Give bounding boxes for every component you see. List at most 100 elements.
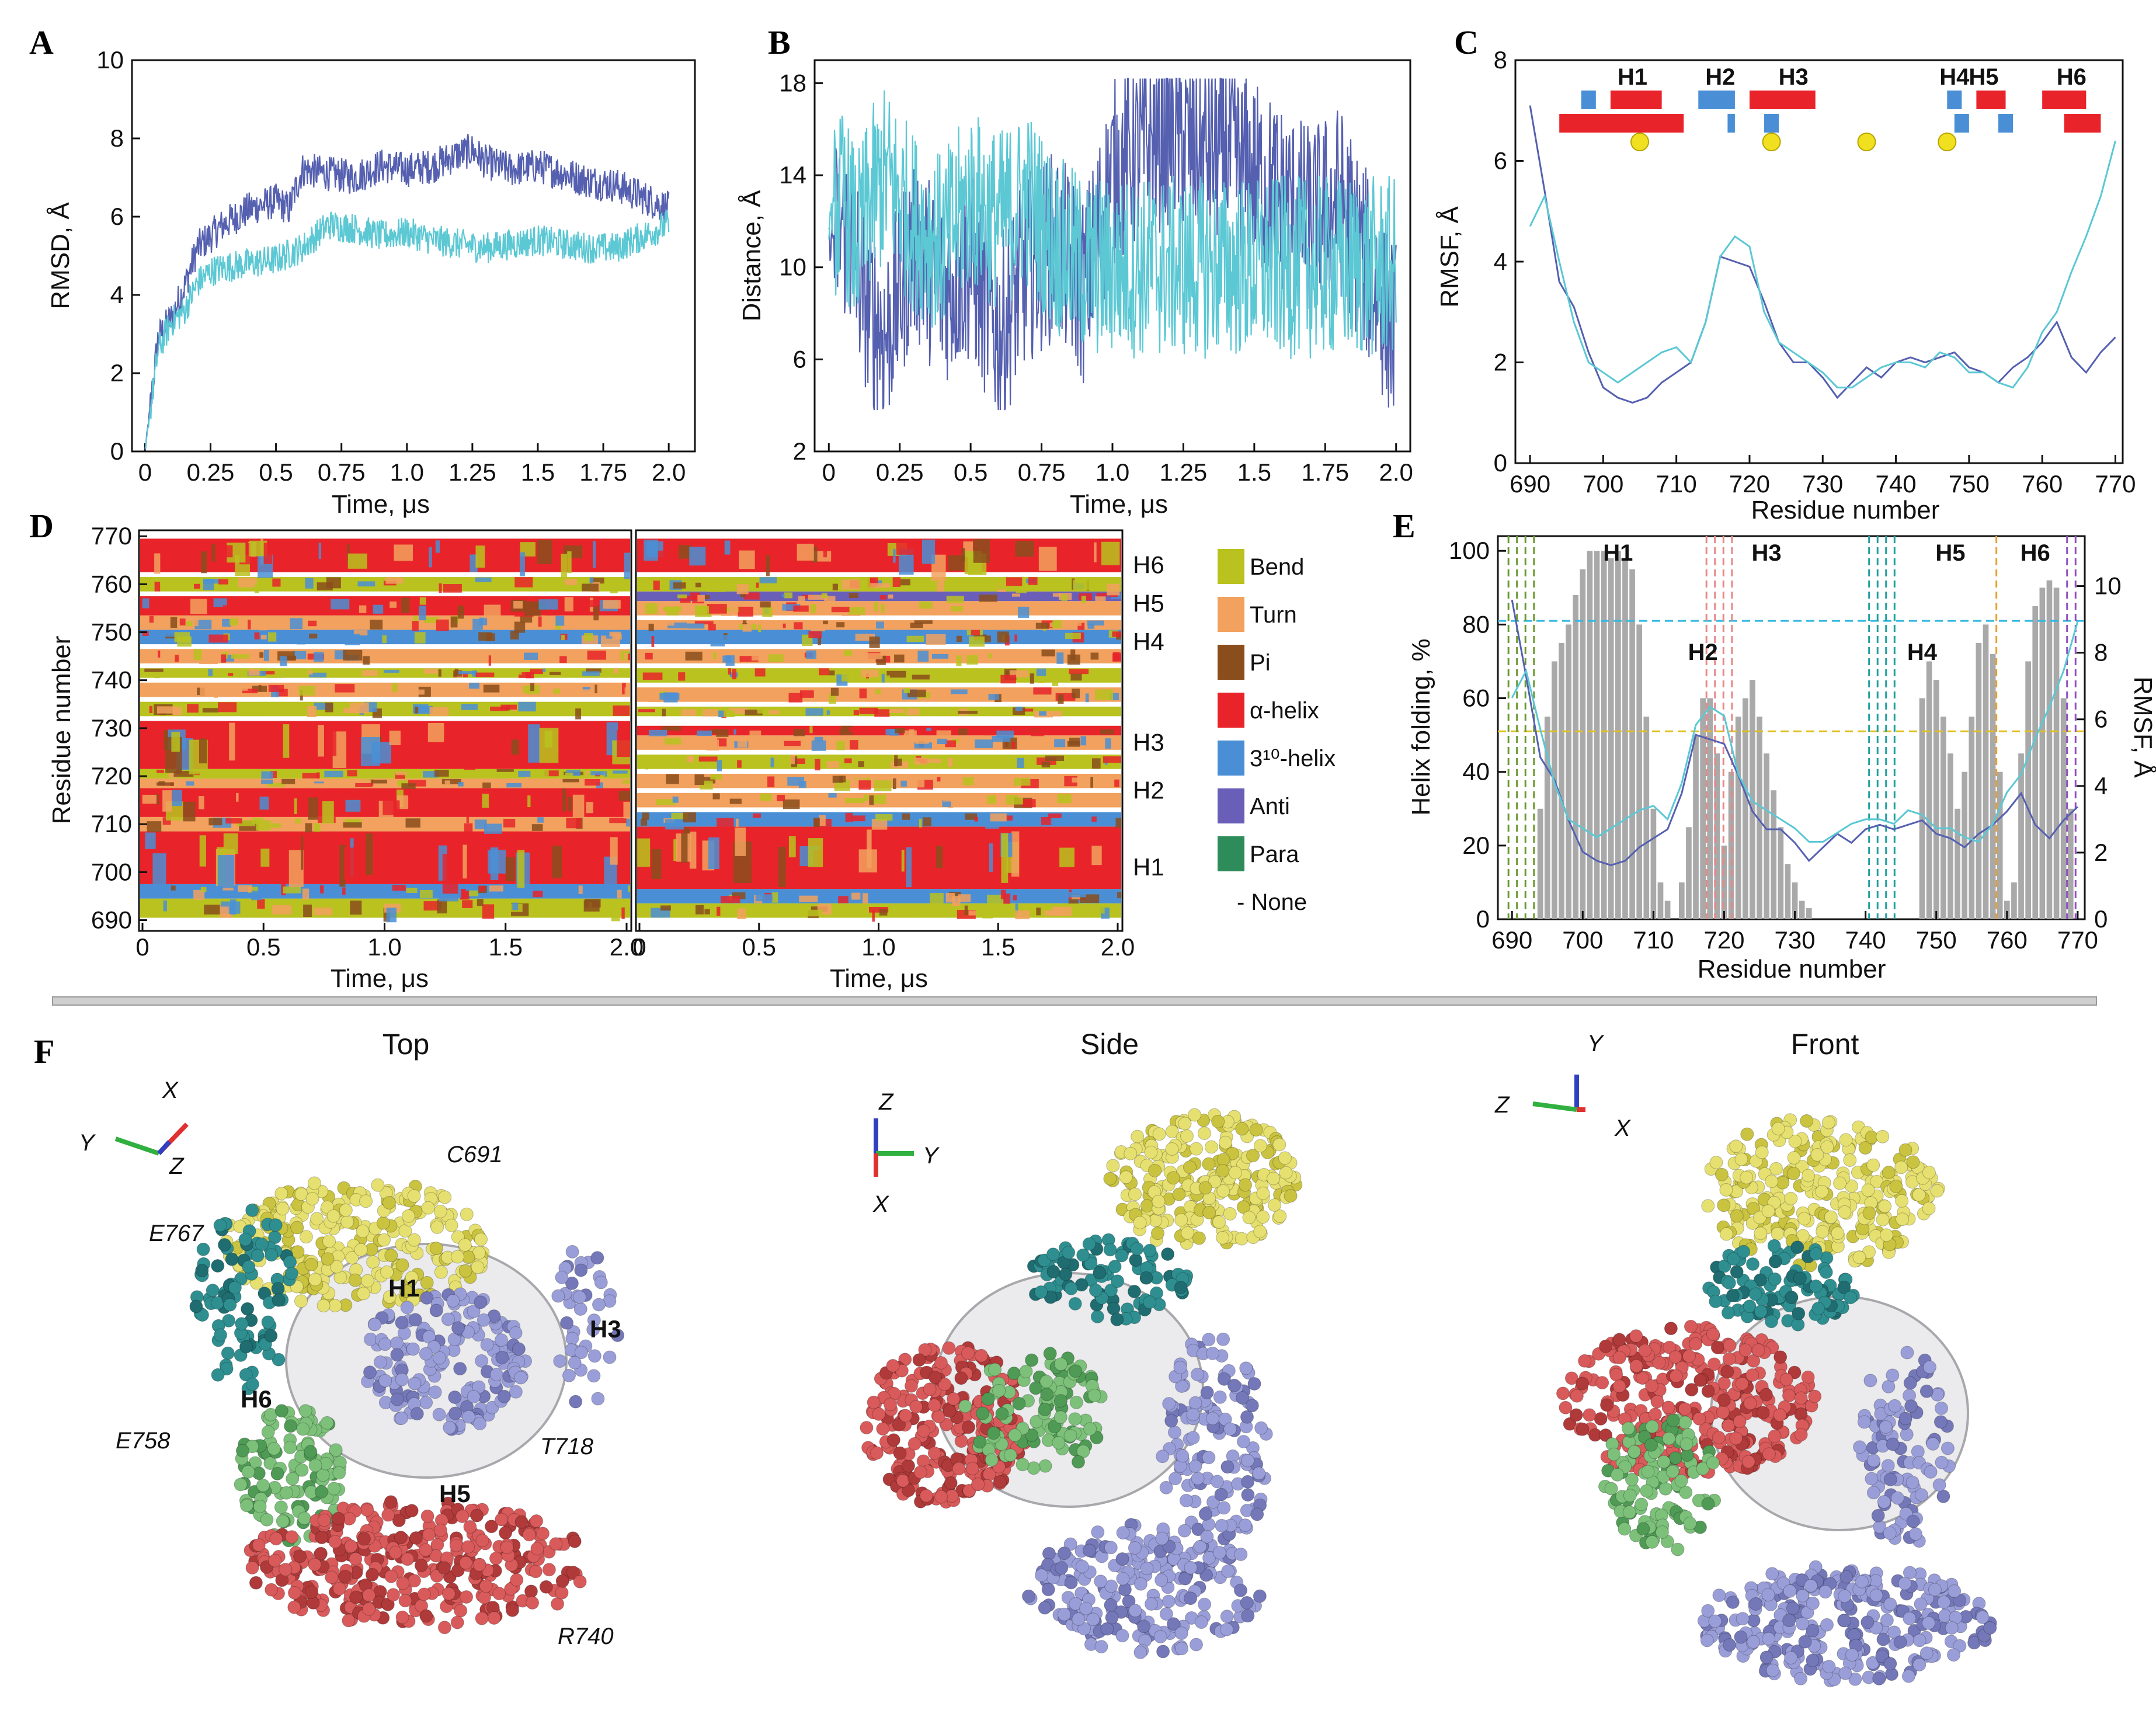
dssp-streak [579, 620, 586, 625]
yellow-atom [354, 1243, 368, 1257]
teal-atom [221, 1346, 235, 1360]
x-tick-label: 740 [1845, 926, 1886, 954]
lav-atom [1140, 1562, 1154, 1576]
dssp-streak [1107, 583, 1120, 596]
red-atom [1722, 1352, 1736, 1366]
red-atom [909, 1400, 923, 1414]
yellow-atom [1174, 1213, 1188, 1227]
lav-atom [1877, 1495, 1891, 1509]
yellow-atom [1922, 1201, 1936, 1215]
dssp-streak [484, 604, 501, 618]
dssp-streak [1044, 910, 1062, 916]
dssp-streak [524, 652, 538, 660]
rmsf-series-dark [1511, 599, 2078, 867]
lav-atom [1947, 1648, 1960, 1662]
yellow-atom [1838, 1205, 1852, 1219]
lav-atom [1883, 1472, 1897, 1486]
lav-atom [1838, 1666, 1852, 1680]
teal-atom [1764, 1315, 1778, 1329]
yellow-atom [1267, 1172, 1280, 1186]
red-atom [893, 1446, 907, 1460]
dssp-streak [303, 904, 312, 917]
yellow-atom [377, 1233, 391, 1247]
teal-atom [1793, 1271, 1807, 1285]
yellow-atom [1172, 1187, 1186, 1201]
green-atom [1662, 1431, 1676, 1445]
dssp-streak [612, 634, 622, 640]
dssp-streak [1072, 689, 1080, 698]
dssp-streak [406, 888, 418, 893]
yellow-atom [1124, 1146, 1138, 1160]
y-tick-label: 40 [1462, 758, 1490, 785]
lav-atom [1866, 1486, 1880, 1500]
dssp-streak [849, 593, 859, 599]
dssp-streak [738, 689, 757, 695]
yellow-atom [1256, 1186, 1270, 1200]
red-atom [962, 1420, 976, 1434]
x-tick-label: 1.5 [981, 933, 1015, 961]
lav-atom [1749, 1597, 1763, 1611]
dssp-streak [640, 818, 648, 826]
dssp-streak [725, 655, 735, 666]
lav-atom [1215, 1518, 1229, 1532]
y-tick-label: 760 [91, 570, 132, 597]
dssp-streak [1031, 728, 1044, 736]
helix-folding-bar [1650, 808, 1657, 919]
dssp-streak [414, 632, 426, 644]
dssp-streak [586, 773, 592, 777]
teal-atom [264, 1329, 278, 1343]
yellow-atom [1771, 1227, 1785, 1240]
lav-atom [489, 1368, 503, 1382]
dssp-streak [369, 780, 387, 784]
green-atom [1069, 1364, 1083, 1378]
site-marker [1762, 133, 1781, 151]
dssp-streak [1066, 890, 1070, 895]
green-atom [320, 1416, 334, 1430]
lav-atom [1932, 1478, 1946, 1492]
lav-atom [565, 1245, 579, 1259]
teal-atom [245, 1203, 259, 1217]
yellow-atom [1106, 1159, 1120, 1173]
lav-atom [477, 1313, 491, 1327]
red-atom [886, 1359, 900, 1372]
lav-atom [473, 1417, 487, 1431]
yellow-atom [1268, 1198, 1282, 1212]
yellow-atom [474, 1232, 488, 1246]
dssp-streak [324, 546, 343, 561]
red-atom [317, 1513, 331, 1527]
dssp-streak [987, 895, 1004, 904]
lav-atom [512, 1342, 526, 1356]
dssp-streak [689, 547, 706, 566]
lav-atom [1734, 1630, 1748, 1644]
dssp-streak [783, 623, 786, 628]
dssp-streak [200, 687, 211, 696]
yellow-atom [1889, 1179, 1903, 1193]
red-atom [526, 1596, 540, 1610]
green-atom [1655, 1525, 1669, 1539]
dssp-streak [946, 596, 964, 603]
dssp-streak [751, 656, 759, 661]
red-atom [942, 1341, 956, 1355]
helix-label: H2 [1133, 777, 1164, 804]
red-atom [1556, 1386, 1570, 1400]
dssp-streak [914, 757, 927, 765]
dssp-streak [220, 906, 229, 916]
dssp-streak [903, 687, 910, 693]
red-atom [530, 1514, 544, 1528]
lav-atom [378, 1337, 392, 1351]
dssp-streak [298, 722, 306, 746]
heatmap-d [140, 538, 1121, 923]
yellow-atom [384, 1249, 398, 1263]
dssp-streak [824, 596, 836, 603]
lav-atom [1820, 1618, 1834, 1632]
dssp-streak [256, 820, 271, 831]
dssp-streak [513, 601, 523, 609]
dssp-streak [248, 669, 260, 676]
lav-atom [1137, 1619, 1151, 1633]
lav-atom [395, 1372, 409, 1386]
yellow-atom [294, 1294, 308, 1308]
red-atom [475, 1611, 489, 1625]
red-atom [1599, 1339, 1613, 1353]
label-e767: E767 [149, 1221, 204, 1246]
dssp-streak [512, 902, 519, 910]
